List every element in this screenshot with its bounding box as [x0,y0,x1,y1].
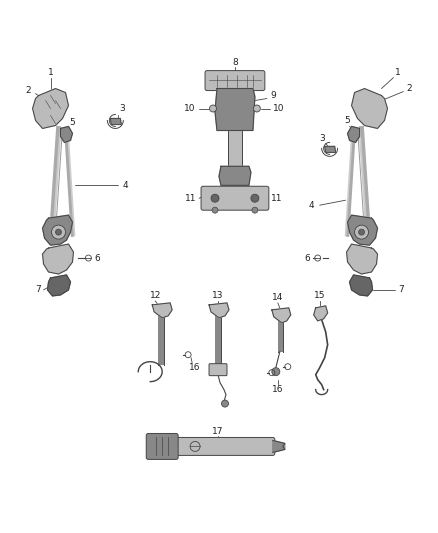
Text: 7: 7 [399,286,404,294]
Text: 9: 9 [270,91,276,100]
Polygon shape [48,275,71,296]
Bar [228,88,242,166]
Text: 7: 7 [36,286,42,294]
Circle shape [56,229,61,235]
Circle shape [254,105,260,112]
Polygon shape [32,88,68,128]
Circle shape [252,207,258,213]
Bar [278,310,283,352]
Text: 17: 17 [212,427,224,436]
Polygon shape [42,244,74,274]
Text: 2: 2 [406,84,412,93]
Bar [215,305,221,365]
Polygon shape [152,303,172,318]
FancyBboxPatch shape [146,433,178,459]
Circle shape [211,194,219,202]
Text: 14: 14 [272,293,283,302]
Polygon shape [215,88,255,131]
Text: 11: 11 [271,193,283,203]
Text: 16: 16 [189,363,201,372]
Circle shape [52,225,66,239]
Text: 3: 3 [319,134,325,143]
Text: 10: 10 [273,104,285,113]
Text: 1: 1 [395,68,400,77]
Polygon shape [348,126,360,142]
Circle shape [355,225,368,239]
Polygon shape [314,306,328,321]
Circle shape [272,368,280,376]
Circle shape [222,400,229,407]
FancyBboxPatch shape [205,71,265,91]
Polygon shape [219,166,251,185]
Text: 16: 16 [272,385,283,394]
Polygon shape [273,440,285,453]
Polygon shape [352,88,388,128]
Text: 8: 8 [232,58,238,67]
Text: 5: 5 [345,116,350,125]
Text: 12: 12 [149,292,161,301]
Text: 1: 1 [48,68,53,77]
Circle shape [209,105,216,112]
Text: 3: 3 [120,104,125,113]
Text: 10: 10 [184,104,196,113]
Text: 2: 2 [26,86,32,95]
Circle shape [359,229,364,235]
Polygon shape [42,215,72,245]
Circle shape [212,207,218,213]
Text: 4: 4 [123,181,128,190]
Text: 4: 4 [309,201,314,209]
Text: 6: 6 [95,254,100,263]
Circle shape [251,194,259,202]
Polygon shape [209,303,229,318]
Text: 11: 11 [185,193,197,203]
Polygon shape [60,126,72,142]
Polygon shape [325,147,336,152]
Polygon shape [346,244,378,274]
FancyBboxPatch shape [209,364,227,376]
FancyBboxPatch shape [201,186,269,210]
Text: 13: 13 [212,292,224,301]
Text: 6: 6 [305,254,311,263]
Polygon shape [348,215,378,245]
FancyBboxPatch shape [153,438,275,455]
Bar [158,305,164,365]
Polygon shape [272,308,291,323]
Text: 15: 15 [314,292,325,301]
Text: 5: 5 [70,118,75,127]
Polygon shape [350,275,372,296]
Polygon shape [110,118,121,124]
